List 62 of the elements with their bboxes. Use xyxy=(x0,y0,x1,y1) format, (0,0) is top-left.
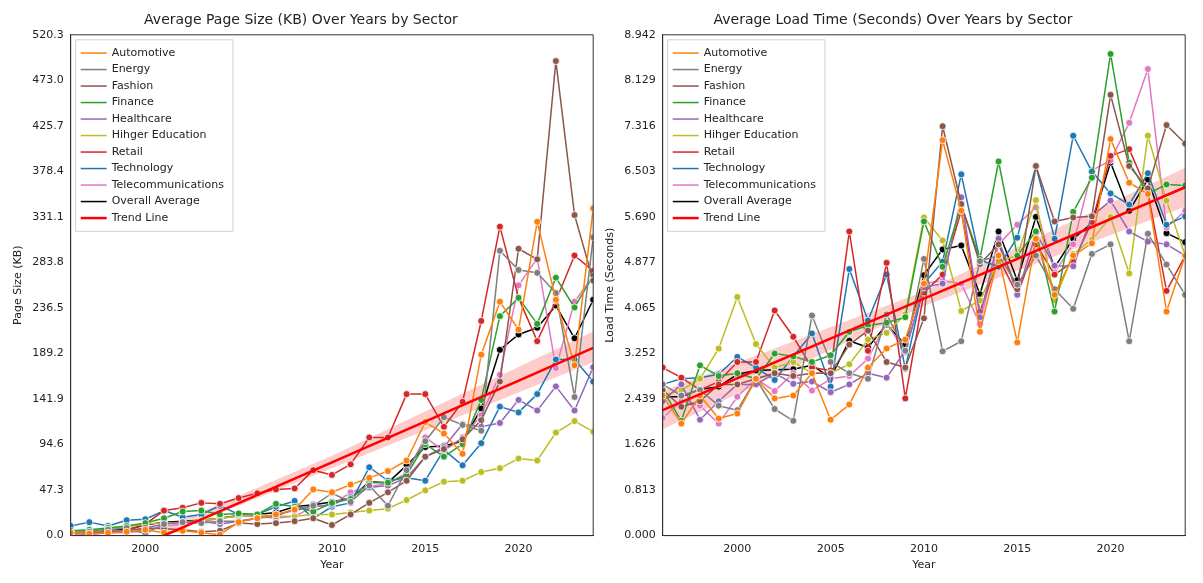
legend-label: Technology xyxy=(702,161,766,175)
y-tick-label: 4.065 xyxy=(624,300,656,314)
legend-label: Technology xyxy=(110,161,174,175)
x-tick-label: 2020 xyxy=(1096,542,1125,556)
y-tick-label: 6.503 xyxy=(624,164,656,178)
y-tick-label: 5.690 xyxy=(624,209,656,223)
y-tick-label: 0.813 xyxy=(624,482,656,496)
y-tick-label: 520.3 xyxy=(32,27,64,41)
y-tick-label: 94.6 xyxy=(39,437,64,451)
x-tick-label: 2015 xyxy=(411,542,440,556)
y-tick-label: 189.2 xyxy=(32,346,64,360)
y-tick-label: 473.0 xyxy=(32,73,64,87)
y-tick-label: 331.1 xyxy=(32,209,64,223)
y-tick-label: 425.7 xyxy=(32,118,64,132)
y-tick-label: 141.9 xyxy=(32,391,64,405)
legend-label: Automotive xyxy=(703,45,768,59)
y-tick-label: 2.439 xyxy=(624,391,656,405)
y-tick-label: 3.252 xyxy=(624,346,656,360)
legend-label: Hihger Education xyxy=(703,128,799,142)
legend-label: Retail xyxy=(703,144,735,158)
x-tick-label: 2010 xyxy=(317,542,346,556)
legend-label: Healthcare xyxy=(111,111,172,125)
x-tick-label: 2015 xyxy=(1003,542,1032,556)
legend-label: Hihger Education xyxy=(111,128,207,142)
y-tick-label: 8.942 xyxy=(624,27,656,41)
x-tick-label: 2010 xyxy=(909,542,938,556)
x-tick-label: 2000 xyxy=(723,542,752,556)
y-tick-label: 4.877 xyxy=(624,255,656,269)
chart-title: Average Load Time (Seconds) Over Years by Sector xyxy=(713,11,1073,28)
legend-label: Overall Average xyxy=(111,194,200,208)
legend-label: Fashion xyxy=(703,78,746,92)
legend-label: Telecommunications xyxy=(702,177,817,191)
legend-label: Energy xyxy=(111,62,151,76)
y-tick-label: 236.5 xyxy=(32,300,64,314)
legend-label: Trend Line xyxy=(110,210,169,224)
y-tick-label: 283.8 xyxy=(32,255,64,269)
y-tick-label: 0.0 xyxy=(46,528,64,542)
legend-label: Telecommunications xyxy=(110,177,225,191)
legend-label: Automotive xyxy=(111,45,176,59)
y-tick-label: 378.4 xyxy=(32,164,64,178)
legend-label: Trend Line xyxy=(702,210,761,224)
legend-label: Fashion xyxy=(111,78,154,92)
legend-label: Healthcare xyxy=(703,111,764,125)
chart-title: Average Page Size (KB) Over Years by Sector xyxy=(144,11,459,28)
y-axis-title: Page Size (KB) xyxy=(11,245,25,325)
x-tick-label: 2005 xyxy=(816,542,845,556)
x-tick-label: 2000 xyxy=(131,542,160,556)
legend-label: Retail xyxy=(111,144,143,158)
y-axis-title: Load Time (Seconds) xyxy=(603,227,617,343)
x-axis-title: Year xyxy=(911,558,937,572)
y-tick-label: 0.000 xyxy=(624,528,656,542)
x-tick-label: 2005 xyxy=(224,542,253,556)
legend-label: Overall Average xyxy=(703,194,792,208)
y-tick-label: 47.3 xyxy=(39,482,64,496)
y-tick-label: 8.129 xyxy=(624,73,656,87)
x-axis-title: Year xyxy=(319,558,345,572)
x-tick-label: 2020 xyxy=(504,542,533,556)
legend-label: Finance xyxy=(703,95,747,109)
y-tick-label: 1.626 xyxy=(624,437,656,451)
y-tick-label: 7.316 xyxy=(624,118,656,132)
legend-label: Energy xyxy=(703,62,743,76)
legend-label: Finance xyxy=(111,95,155,109)
